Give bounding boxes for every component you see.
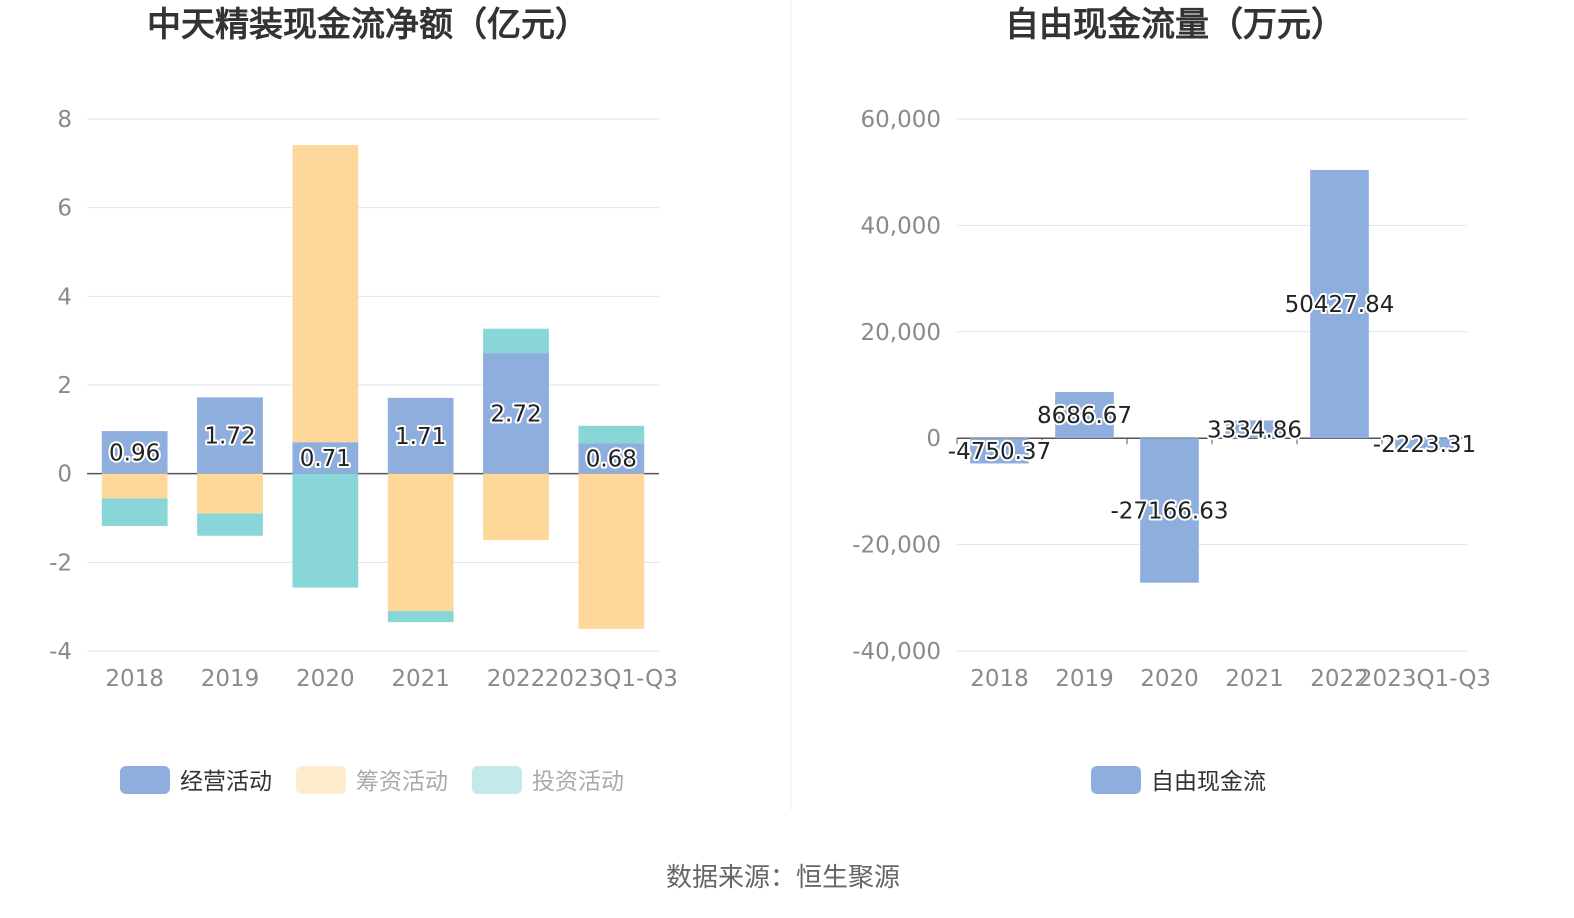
- left-legend-label: 经营活动: [180, 769, 272, 795]
- left-legend-label: 筹资活动: [356, 769, 448, 795]
- right-y-tick-label: -20,000: [852, 533, 941, 559]
- left-bar-3[interactable]: [483, 328, 549, 354]
- left-bar-3[interactable]: [292, 473, 359, 588]
- left-legend-item[interactable]: 筹资活动: [296, 766, 448, 795]
- left-bar-2[interactable]: [101, 473, 168, 499]
- left-bar-1[interactable]: [101, 431, 168, 474]
- left-legend-item[interactable]: 投资活动: [472, 766, 624, 795]
- left-gridlines: [87, 118, 659, 652]
- left-x-tick-label: 2019: [201, 666, 260, 692]
- left-bar-2[interactable]: [483, 473, 549, 541]
- right-x-tick-label: 2018: [970, 666, 1029, 692]
- left-y-tick-label: 4: [57, 284, 72, 310]
- left-y-tick-label: 0: [57, 462, 72, 488]
- right-y-tick-label: 0: [926, 426, 941, 452]
- left-data-label: 0.96: [109, 440, 160, 466]
- right-x-tick-label: 2021: [1225, 666, 1284, 692]
- right-legend[interactable]: 自由现金流: [1091, 766, 1266, 795]
- right-x-tick-label: 2020: [1140, 666, 1199, 692]
- right-data-label: 3334.86: [1207, 417, 1302, 443]
- right-bar[interactable]: [1225, 420, 1284, 439]
- left-y-tick-label: 2: [57, 373, 72, 399]
- left-y-tick-label: 6: [57, 196, 72, 222]
- left-y-tick-label: 8: [57, 107, 72, 133]
- left-bar-1[interactable]: [578, 443, 645, 474]
- left-x-tick-label: 2020: [296, 666, 355, 692]
- left-bar-1[interactable]: [387, 397, 454, 474]
- right-data-label: 8686.67: [1037, 403, 1132, 429]
- right-x-tick-label: 2022: [1310, 666, 1369, 692]
- left-bar-3[interactable]: [578, 425, 645, 444]
- right-data-label: -27166.63: [1110, 498, 1228, 524]
- left-x-tick-label: 2018: [105, 666, 164, 692]
- left-x-tick-label: 2022: [487, 666, 546, 692]
- right-data-label: 50427.84: [1285, 292, 1395, 318]
- left-bars: [101, 145, 645, 629]
- right-data-labels: -4750.37 8686.67 -27166.63 3334.86 50427.84 -…: [946, 290, 1478, 526]
- left-data-label: 0.71: [300, 446, 351, 472]
- left-y-axis: 8 6 4 2 0 -2 -4: [49, 107, 72, 665]
- right-bar[interactable]: [1395, 438, 1454, 451]
- left-data-label: 1.72: [204, 424, 255, 450]
- left-x-axis: 2018 2019 2020 2021 2022 2023Q1-Q3: [105, 666, 678, 692]
- left-bar-2[interactable]: [197, 473, 263, 514]
- right-y-tick-label: 60,000: [861, 107, 941, 133]
- left-data-label: 0.68: [586, 447, 637, 473]
- right-bars: [970, 169, 1454, 583]
- right-gridlines: [957, 118, 1467, 652]
- data-source: 数据来源：恒生聚源: [666, 863, 900, 893]
- left-bar-3[interactable]: [387, 611, 454, 623]
- left-bar-3[interactable]: [101, 498, 168, 526]
- left-bar-2[interactable]: [387, 473, 454, 612]
- left-legend-item[interactable]: 经营活动: [120, 766, 272, 795]
- left-data-labels: 0.96 1.72 0.71 1.71 2.72 0.68: [107, 399, 639, 474]
- right-bar[interactable]: [1310, 169, 1369, 439]
- left-legend-label: 投资活动: [532, 769, 624, 795]
- left-y-tick-label: -2: [49, 550, 72, 576]
- right-data-label: -2223.31: [1373, 432, 1476, 458]
- left-bar-2[interactable]: [578, 473, 645, 629]
- left-bar-3[interactable]: [197, 513, 263, 536]
- left-legend[interactable]: 经营活动 筹资活动 投资活动: [120, 766, 624, 795]
- left-data-label: 1.71: [395, 424, 446, 450]
- right-x-tick-label: 2023Q1-Q3: [1358, 666, 1491, 692]
- right-y-tick-label: -40,000: [852, 639, 941, 665]
- right-data-label: -4750.37: [948, 439, 1051, 465]
- left-legend-swatch: [296, 766, 346, 794]
- left-bar-1[interactable]: [197, 397, 263, 474]
- left-bar-2[interactable]: [292, 145, 359, 443]
- left-legend-swatch: [472, 766, 522, 794]
- left-bar-1[interactable]: [483, 353, 549, 474]
- left-x-tick-label: 2023Q1-Q3: [545, 666, 678, 692]
- left-y-tick-label: -4: [49, 639, 72, 665]
- left-legend-swatch: [120, 766, 170, 794]
- right-y-tick-label: 20,000: [861, 320, 941, 346]
- left-data-label: 2.72: [490, 401, 541, 427]
- right-bar[interactable]: [1140, 438, 1199, 583]
- left-chart-title: 中天精装现金流净额（亿元）: [147, 5, 589, 45]
- right-chart-title: 自由现金流量（万元）: [1005, 5, 1345, 45]
- right-bar[interactable]: [1055, 391, 1114, 439]
- right-y-tick-label: 40,000: [861, 213, 941, 239]
- left-x-tick-label: 2021: [391, 666, 450, 692]
- right-legend-label: 自由现金流: [1151, 769, 1266, 795]
- right-x-tick-label: 2019: [1055, 666, 1114, 692]
- right-y-axis: 60,000 40,000 20,000 0 -20,000 -40,000: [852, 107, 941, 665]
- right-legend-swatch: [1091, 766, 1141, 794]
- right-legend-item[interactable]: 自由现金流: [1091, 766, 1266, 795]
- right-bar[interactable]: [970, 438, 1029, 464]
- left-bar-1[interactable]: [292, 442, 359, 474]
